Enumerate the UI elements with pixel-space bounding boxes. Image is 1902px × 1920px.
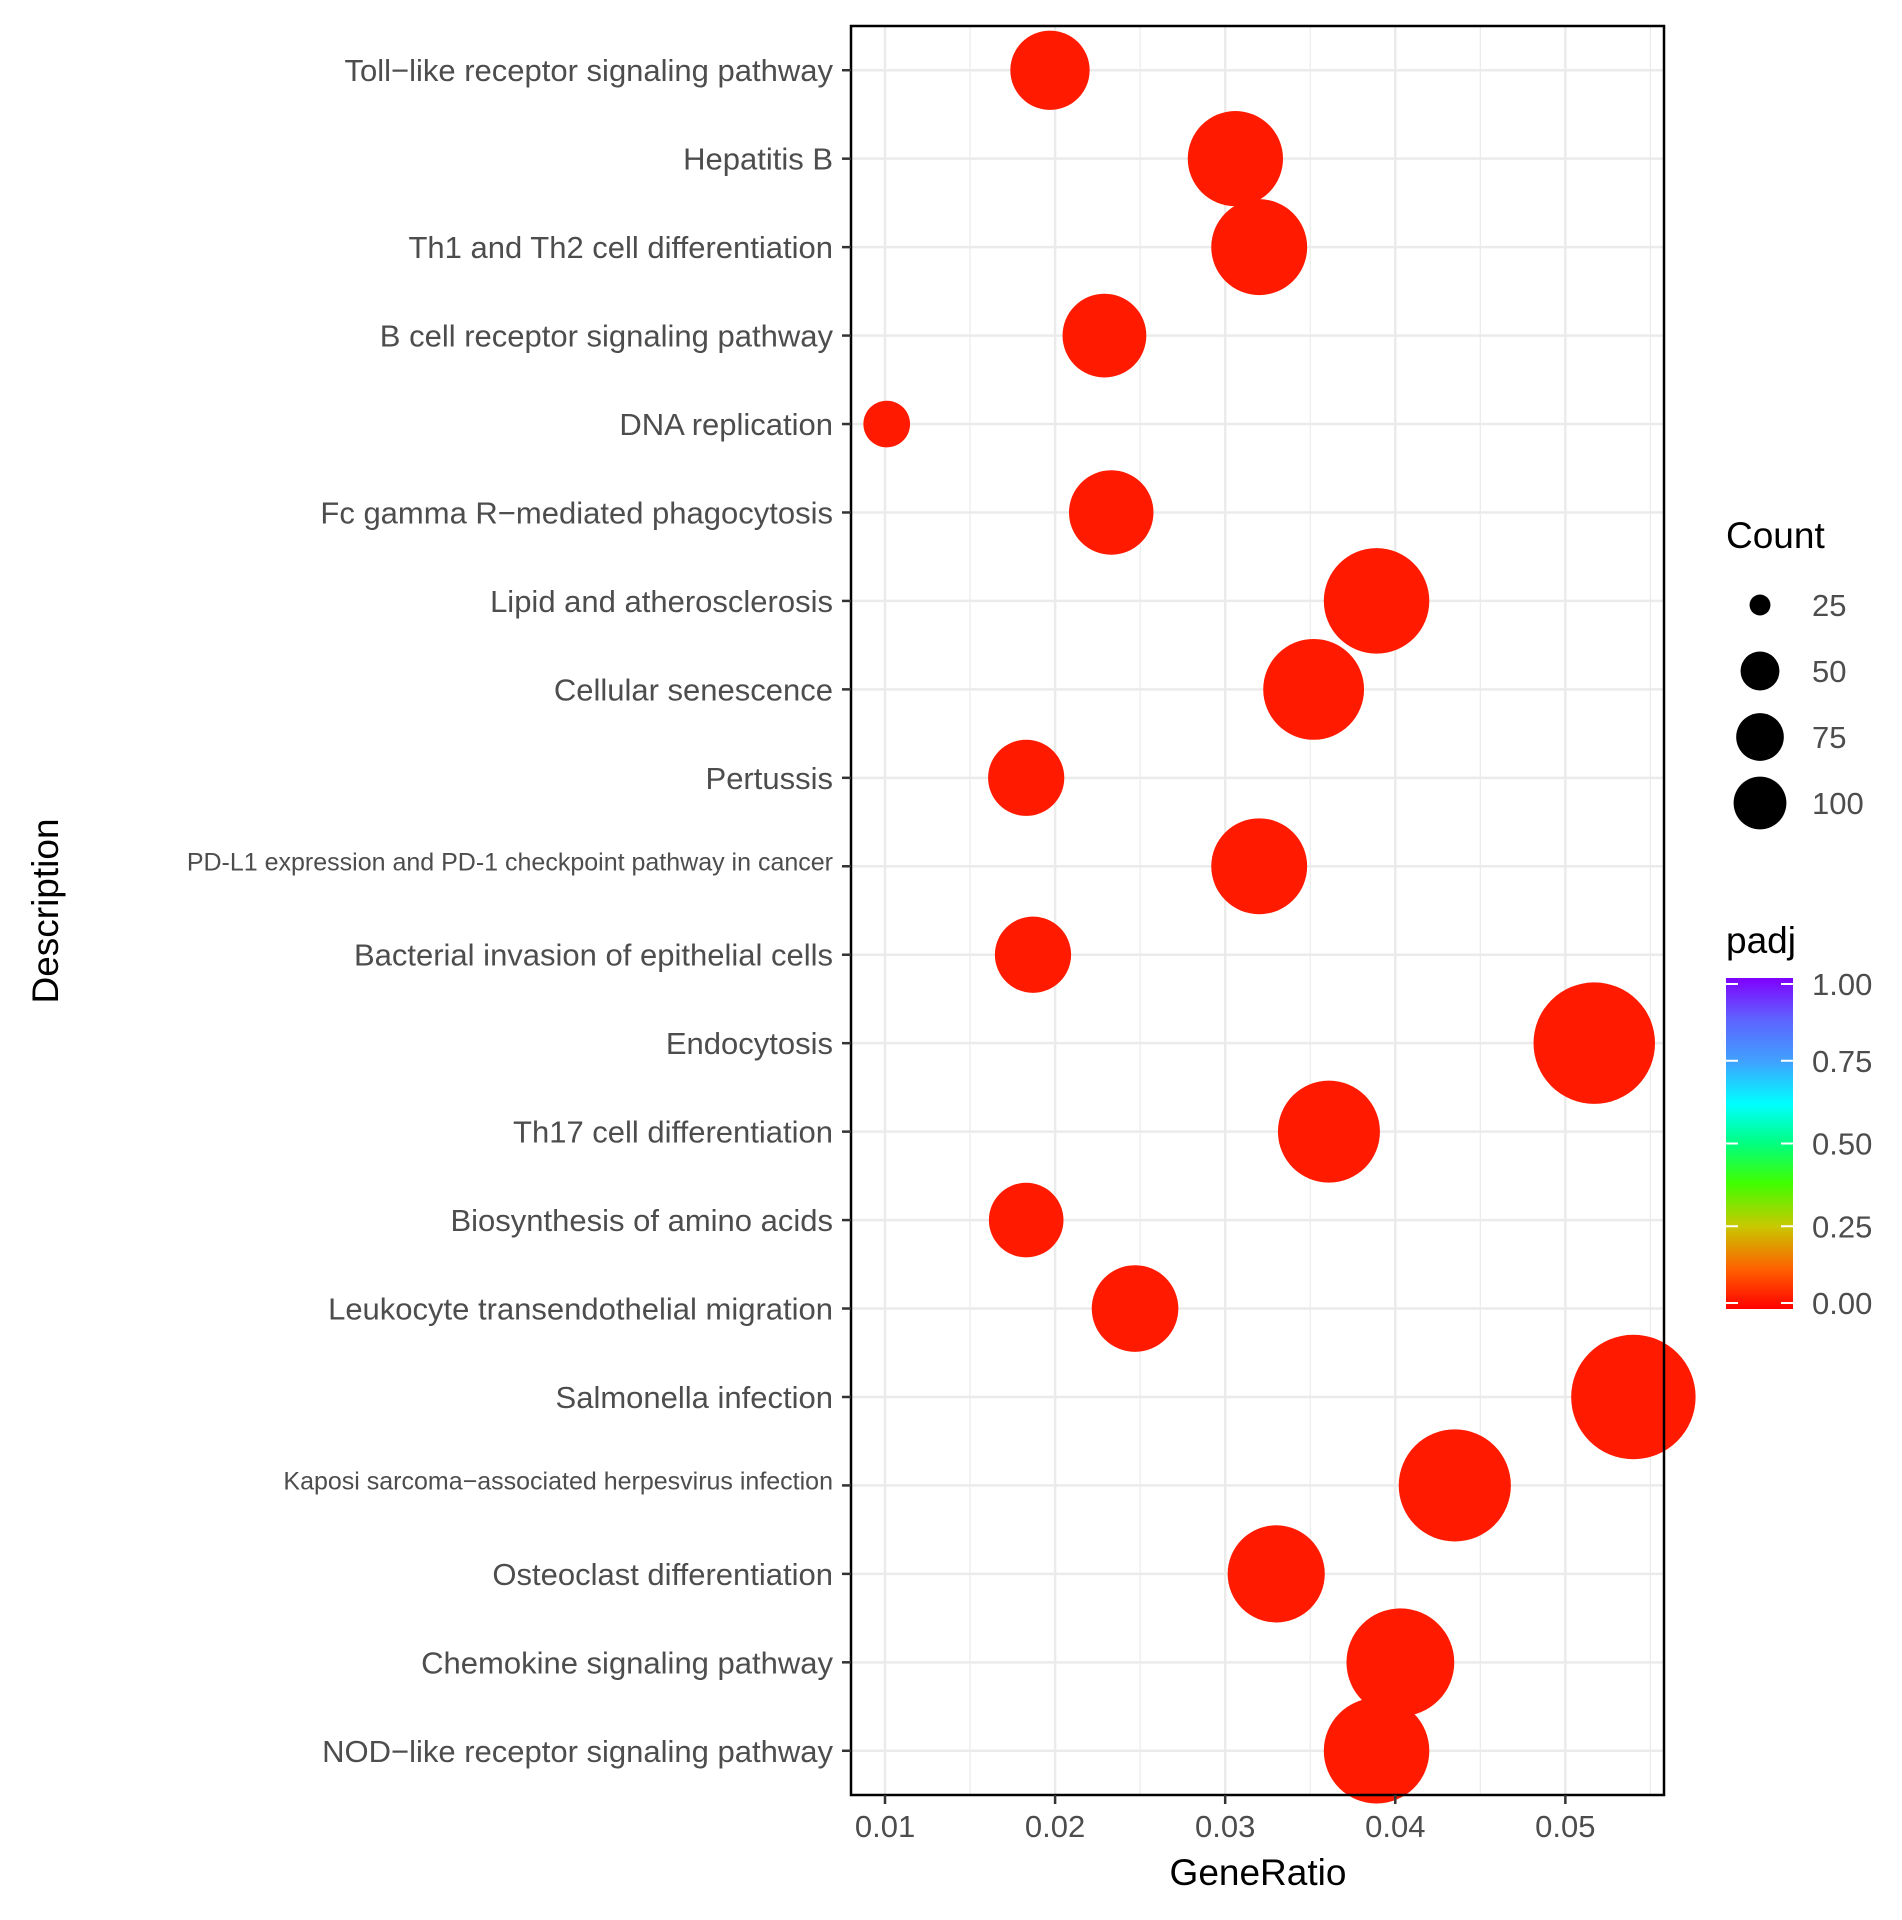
y-tick-label: NOD−like receptor signaling pathway [322, 1734, 833, 1769]
data-point [994, 916, 1072, 993]
y-tick-label: Th17 cell differentiation [513, 1115, 833, 1150]
count-legend-title: Count [1726, 515, 1825, 556]
y-tick-label: Salmonella infection [556, 1380, 833, 1415]
y-tick-label: PD-L1 expression and PD-1 checkpoint pat… [187, 848, 833, 876]
y-tick-label: B cell receptor signaling pathway [380, 319, 834, 354]
count-legend-label: 100 [1812, 786, 1864, 821]
data-point [1211, 199, 1308, 296]
y-tick-label: Lipid and atherosclerosis [490, 584, 833, 619]
data-point [1346, 1608, 1455, 1717]
y-tick-label: Bacterial invasion of epithelial cells [354, 938, 833, 973]
data-point [1068, 470, 1154, 555]
x-tick-label: 0.04 [1365, 1809, 1425, 1844]
data-point [1187, 111, 1284, 207]
panel-border [849, 24, 1666, 1797]
x-tick-label: 0.03 [1195, 1809, 1255, 1844]
count-legend-label: 75 [1812, 720, 1846, 755]
data-points [863, 30, 1696, 1804]
padj-legend-label: 0.75 [1812, 1044, 1872, 1079]
count-legend: Count 25 50 75 100 [1726, 515, 1864, 830]
count-legend-key [1749, 594, 1771, 616]
padj-legend-label: 0.25 [1812, 1209, 1872, 1244]
y-tick-label: Pertussis [706, 761, 833, 796]
padj-legend: padj 1.00 0.75 0.50 0.25 0.00 [1726, 920, 1872, 1321]
plot-panel [849, 24, 1696, 1804]
data-point [1263, 638, 1365, 740]
y-tick-label: Cellular senescence [554, 672, 833, 707]
padj-legend-label: 0.00 [1812, 1286, 1872, 1321]
y-tick-label: Toll−like receptor signaling pathway [344, 53, 833, 88]
padj-legend-label: 0.50 [1812, 1127, 1872, 1162]
x-tick-label: 0.02 [1025, 1809, 1085, 1844]
data-point [1323, 548, 1430, 654]
y-tick-label: Fc gamma R−mediated phagocytosis [320, 495, 833, 530]
y-tick-label: Th1 and Th2 cell differentiation [408, 230, 833, 265]
x-axis-title: GeneRatio [1170, 1852, 1347, 1893]
grid-lines [851, 26, 1664, 1795]
y-tick-label: Biosynthesis of amino acids [450, 1203, 833, 1238]
data-point [1398, 1429, 1511, 1542]
data-point [1010, 30, 1090, 110]
x-axis: 0.01 0.02 0.03 0.04 0.05 [855, 1795, 1596, 1844]
count-legend-key [1733, 776, 1787, 830]
data-point [988, 739, 1065, 816]
y-tick-label: Chemokine signaling pathway [421, 1645, 833, 1680]
y-tick-label: Leukocyte transendothelial migration [328, 1292, 833, 1327]
data-point [1533, 982, 1656, 1104]
y-tick-label: Endocytosis [666, 1026, 833, 1061]
data-point [1277, 1080, 1380, 1183]
data-point [1211, 818, 1308, 915]
y-tick-label: Kaposi sarcoma−associated herpesvirus in… [283, 1467, 833, 1495]
y-axis-title: Description [25, 818, 66, 1003]
padj-legend-label: 1.00 [1812, 967, 1872, 1002]
y-tick-label: Osteoclast differentiation [492, 1557, 833, 1592]
data-point [1227, 1525, 1325, 1623]
x-tick-label: 0.01 [855, 1809, 915, 1844]
count-legend-key [1740, 651, 1780, 691]
x-tick-label: 0.05 [1535, 1809, 1595, 1844]
data-point [1571, 1334, 1696, 1460]
data-point [1062, 293, 1147, 378]
data-point [1323, 1698, 1430, 1804]
count-legend-label: 25 [1812, 588, 1846, 623]
data-point [988, 1182, 1064, 1258]
padj-legend-title: padj [1726, 920, 1796, 961]
data-point [863, 400, 911, 448]
y-axis: Toll−like receptor signaling pathway Hepa… [187, 53, 851, 1769]
count-legend-label: 50 [1812, 654, 1846, 689]
count-legend-key [1736, 713, 1784, 761]
y-tick-label: Hepatitis B [683, 142, 833, 177]
data-point [1091, 1265, 1179, 1352]
y-tick-label: DNA replication [619, 407, 833, 442]
